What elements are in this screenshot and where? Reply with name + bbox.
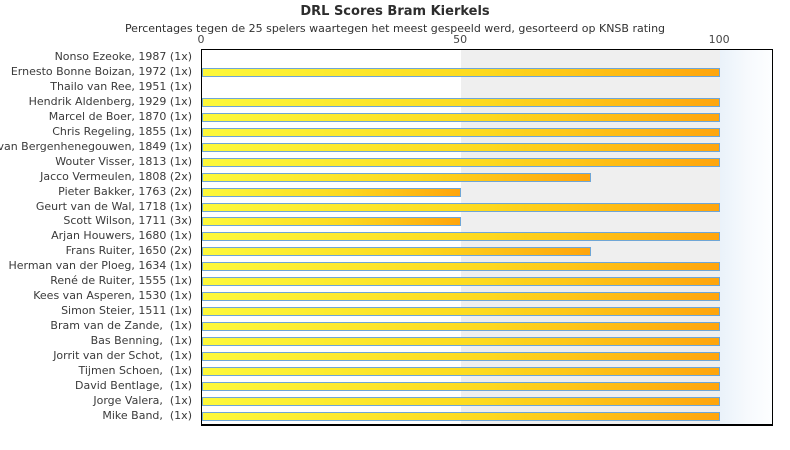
bar-row <box>202 140 772 155</box>
bar-row <box>202 379 772 394</box>
category-label: Bas Benning, (1x) <box>90 334 192 348</box>
category-label: Scott Wilson, 1711 (3x) <box>63 214 192 228</box>
x-tick-label: 100 <box>708 33 730 46</box>
x-axis: 0 50 100 <box>197 33 771 47</box>
bar-row <box>202 304 772 319</box>
category-label: René de Ruiter, 1555 (1x) <box>50 274 192 288</box>
chart-title: DRL Scores Bram Kierkels <box>300 4 490 19</box>
category-label: Herman van der Ploeg, 1634 (1x) <box>8 259 192 273</box>
bar-row <box>202 274 772 289</box>
bar <box>202 172 591 182</box>
bar-row <box>202 409 772 424</box>
bar <box>202 307 721 317</box>
category-label: Bram van de Zande, (1x) <box>50 319 192 333</box>
category-label: Frans Ruiter, 1650 (2x) <box>65 244 192 258</box>
category-label: Chris Regeling, 1855 (1x) <box>52 124 192 138</box>
bar <box>202 277 721 287</box>
category-label: Hendrik Aldenberg, 1929 (1x) <box>28 94 192 108</box>
category-label: Jacco Vermeulen, 1808 (2x) <box>40 169 192 183</box>
bar-row <box>202 334 772 349</box>
bar-row <box>202 394 772 409</box>
bar <box>202 217 462 227</box>
bar <box>202 247 591 257</box>
chart-subtitle: Percentages tegen de 25 spelers waartege… <box>124 22 666 35</box>
bar-row <box>202 65 772 80</box>
bar <box>202 411 721 421</box>
bar <box>202 157 721 167</box>
category-label: Tijmen Schoen, (1x) <box>78 363 193 377</box>
bar <box>202 337 721 347</box>
band-overflow <box>720 50 772 424</box>
bar-row <box>202 200 772 215</box>
bar-row <box>202 50 772 65</box>
bar <box>202 112 721 122</box>
x-tick-label: 50 <box>453 33 468 46</box>
bar-row <box>202 319 772 334</box>
bar <box>202 97 721 107</box>
bar <box>202 67 721 77</box>
bar-row <box>202 110 772 125</box>
bar-row <box>202 95 772 110</box>
bar-row <box>202 170 772 185</box>
bar <box>202 322 721 332</box>
bar <box>202 366 721 376</box>
bar-row <box>202 289 772 304</box>
category-labels: Nonso Ezeoke, 1987 (1x) Ernesto Bonne Boi… <box>0 49 196 423</box>
category-label: Arjan Houwers, 1680 (1x) <box>51 229 192 243</box>
category-label: Ernesto Bonne Boizan, 1972 (1x) <box>10 64 192 78</box>
bar-row <box>202 259 772 274</box>
category-label: Marcel de Boer, 1870 (1x) <box>48 109 192 123</box>
bar <box>202 142 721 152</box>
bar-row <box>202 214 772 229</box>
category-label: van Bergenhenegouwen, 1849 (1x) <box>0 139 192 153</box>
bar <box>202 352 721 362</box>
bar-row <box>202 349 772 364</box>
bar-row <box>202 155 772 170</box>
plot-rows <box>202 50 772 424</box>
category-label: Geurt van de Wal, 1718 (1x) <box>35 199 192 213</box>
category-label: David Bentlage, (1x) <box>75 378 192 392</box>
category-label: Wouter Visser, 1813 (1x) <box>55 154 192 168</box>
plot-area <box>201 49 773 426</box>
bar <box>202 202 721 212</box>
category-label: Mike Band, (1x) <box>102 408 192 422</box>
bar <box>202 187 462 197</box>
category-label: Jorrit van der Schot, (1x) <box>53 349 192 363</box>
category-label: Pieter Bakker, 1763 (2x) <box>58 184 192 198</box>
bar-row <box>202 125 772 140</box>
bar <box>202 292 721 302</box>
bar <box>202 381 721 391</box>
bar-row <box>202 364 772 379</box>
x-tick-label: 0 <box>197 33 205 46</box>
bar-row <box>202 80 772 95</box>
bar <box>202 262 721 272</box>
bar <box>202 127 721 137</box>
bar-row <box>202 244 772 259</box>
category-label: Simon Steier, 1511 (1x) <box>61 304 192 318</box>
category-label: Jorge Valera, (1x) <box>93 393 192 407</box>
category-label: Thailo van Ree, 1951 (1x) <box>50 79 192 93</box>
bar-row <box>202 185 772 200</box>
bar-row <box>202 229 772 244</box>
bar <box>202 232 721 242</box>
category-label: Nonso Ezeoke, 1987 (1x) <box>54 49 192 63</box>
bar <box>202 396 721 406</box>
category-label: Kees van Asperen, 1530 (1x) <box>33 289 192 303</box>
